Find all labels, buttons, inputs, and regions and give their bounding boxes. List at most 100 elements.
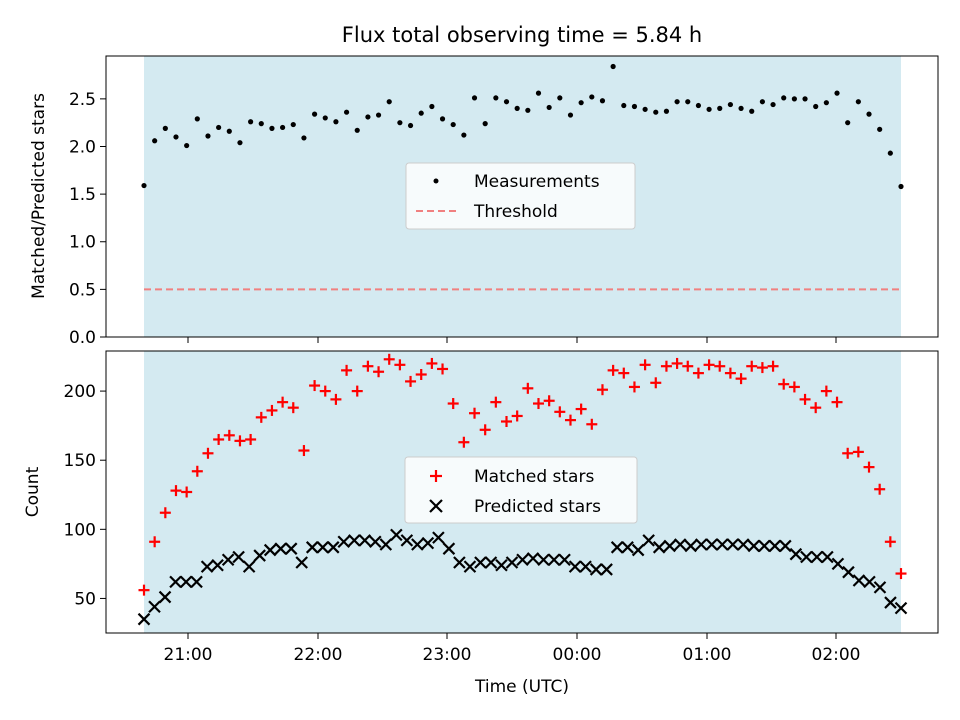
predicted-star-point	[737, 538, 750, 551]
predicted-star-point	[684, 539, 698, 553]
bottom-y-axis-label: Count	[23, 466, 43, 517]
x-tick-label: 01:00	[683, 645, 732, 665]
matched-star-point	[447, 398, 459, 410]
matched-star-point	[628, 381, 640, 393]
matched-star-point	[469, 407, 481, 419]
measurement-point	[557, 95, 563, 101]
measurement-point	[674, 99, 680, 105]
predicted-star-point	[579, 560, 592, 573]
predicted-star-point	[842, 565, 855, 579]
top-measurement-points	[141, 63, 904, 190]
measurement-point	[663, 108, 670, 114]
matched-star-point	[319, 385, 331, 397]
measurement-point	[589, 94, 595, 100]
measurement-point	[493, 95, 499, 101]
measurement-point	[226, 128, 232, 134]
measurement-point	[631, 103, 638, 110]
matched-star-point	[788, 381, 800, 393]
measurement-point	[290, 121, 296, 128]
measurement-point	[418, 110, 424, 116]
predicted-star-point	[673, 538, 687, 551]
matched-star-point	[373, 366, 385, 378]
predicted-star-point	[400, 534, 414, 547]
bottom-predicted-points	[137, 528, 908, 626]
predicted-star-point	[232, 550, 245, 564]
matched-star-point	[522, 382, 534, 394]
legend-predicted-label: Predicted stars	[474, 497, 601, 517]
matched-star-point	[810, 402, 822, 414]
predicted-star-point	[526, 552, 540, 565]
measurement-point	[599, 98, 606, 104]
predicted-star-point	[263, 543, 277, 557]
matched-star-point	[756, 362, 768, 374]
matched-star-point	[394, 359, 406, 371]
legend-measurements-label: Measurements	[474, 172, 600, 192]
measurement-point	[717, 105, 723, 111]
matched-star-point	[703, 359, 715, 371]
measurement-point	[311, 111, 318, 117]
measurement-point	[845, 120, 851, 126]
predicted-star-point	[800, 550, 813, 564]
matched-star-point	[159, 507, 171, 519]
measurement-point	[621, 102, 627, 109]
bottom-matched-points	[138, 353, 907, 596]
matched-star-point	[490, 396, 502, 408]
measurement-point	[685, 99, 691, 105]
matched-star-point	[852, 446, 864, 458]
predicted-star-point	[558, 553, 571, 567]
matched-star-point	[405, 375, 417, 387]
bottom-legend-box	[404, 456, 638, 524]
predicted-star-point	[137, 612, 151, 626]
predicted-star-point	[484, 556, 498, 569]
matched-star-point	[181, 486, 193, 498]
bottom-y-ticks: 50 100 150 200	[64, 382, 106, 609]
matched-star-point	[223, 429, 235, 441]
measurement-point	[280, 124, 286, 131]
matched-star-point	[383, 353, 395, 365]
matched-star-point	[884, 536, 896, 548]
measurement-point	[386, 99, 392, 105]
measurement-point	[141, 182, 147, 189]
y-tick-label: 200	[64, 382, 96, 402]
predicted-star-point	[474, 556, 487, 569]
matched-star-point	[639, 359, 651, 371]
measurement-point	[333, 119, 339, 125]
y-tick-label: 50	[74, 589, 96, 609]
measurement-point	[365, 114, 371, 120]
matched-star-point	[831, 396, 843, 408]
legend-measurements-marker	[433, 178, 439, 184]
legend-matched-marker	[430, 470, 442, 482]
predicted-star-point	[600, 563, 613, 576]
predicted-star-point	[200, 560, 214, 573]
y-tick-label: 150	[64, 451, 96, 471]
matched-star-point	[138, 584, 150, 596]
predicted-star-point	[453, 556, 466, 569]
matched-star-point	[437, 363, 449, 375]
matched-star-point	[479, 424, 491, 436]
predicted-star-point	[516, 553, 529, 567]
measurement-point	[802, 96, 808, 102]
predicted-star-point	[369, 535, 382, 549]
matched-star-point	[660, 360, 672, 372]
matched-star-point	[298, 445, 310, 457]
matched-star-point	[341, 364, 353, 376]
x-axis-label: Time (UTC)	[474, 677, 569, 697]
measurement-point	[173, 134, 179, 140]
predicted-star-point	[642, 534, 655, 547]
predicted-star-point	[726, 538, 740, 551]
predicted-star-point	[463, 560, 477, 573]
predicted-star-point	[663, 539, 676, 553]
bottom-axes-frame	[105, 350, 939, 634]
measurement-point	[738, 105, 744, 111]
predicted-star-point	[211, 558, 224, 572]
matched-star-point	[532, 398, 544, 410]
measurement-point	[877, 126, 883, 132]
measurement-point	[205, 133, 211, 139]
matched-star-point	[543, 395, 555, 407]
x-tick-label: 00:00	[553, 645, 602, 665]
measurement-point	[322, 115, 328, 121]
predicted-star-point	[358, 534, 372, 547]
measurement-point	[791, 96, 797, 102]
x-tick-label: 02:00	[812, 645, 861, 665]
matched-star-point	[234, 435, 246, 447]
